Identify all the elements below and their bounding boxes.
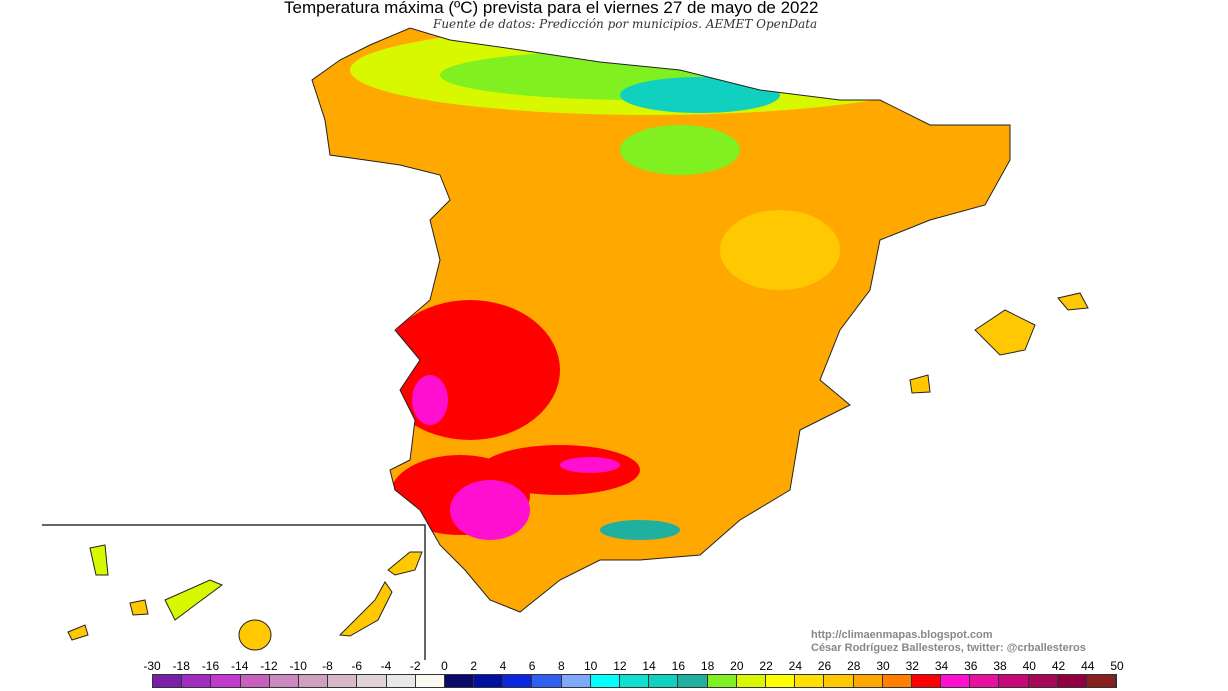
peninsula: [312, 28, 1010, 612]
legend-label: -2: [409, 659, 421, 673]
legend-label: 16: [671, 659, 686, 673]
legend-label: 8: [558, 659, 565, 673]
balearic-islands: [909, 292, 1089, 394]
legend-label: 42: [1051, 659, 1066, 673]
legend-label: -10: [289, 659, 307, 673]
color-legend: -30 -18 -16 -14 -12 -10 -8 -6 -4 -2 0 2 4 6 8 10 12 14 16 1…: [143, 659, 1124, 691]
legend-label: -18: [172, 659, 190, 673]
legend-swatch: [999, 675, 1029, 687]
legend-label: -8: [322, 659, 333, 673]
legend-label: 6: [528, 659, 536, 673]
legend-label: -30: [143, 659, 161, 673]
legend-swatch: [211, 675, 241, 687]
credits: http://climaenmapas.blogspot.com César R…: [811, 629, 1086, 655]
legend-label: 14: [642, 659, 656, 673]
legend-label: 26: [817, 659, 832, 673]
legend-label: 12: [613, 659, 627, 673]
legend-swatch: [386, 675, 416, 687]
legend-swatch: [415, 675, 445, 687]
legend-swatch: [795, 675, 825, 687]
legend-label: -12: [260, 659, 278, 673]
credits-url[interactable]: http://climaenmapas.blogspot.com: [811, 629, 993, 641]
legend-swatch: [1057, 675, 1087, 687]
legend-label: 38: [993, 659, 1007, 673]
legend-swatch: [678, 675, 708, 687]
legend-swatch: [503, 675, 533, 687]
map-title: Temperatura máxima (ºC) prevista para el…: [284, 0, 819, 17]
legend-swatch: [824, 675, 854, 687]
legend-label: 24: [788, 659, 803, 673]
legend-label: 36: [964, 659, 978, 673]
legend-label: 34: [934, 659, 949, 673]
legend-label: 2: [470, 659, 477, 673]
credits-author: César Rodríguez Ballesteros, twitter: @c…: [811, 642, 1086, 654]
legend-swatch: [1087, 675, 1117, 687]
legend-swatch: [561, 675, 591, 687]
legend-label: 18: [700, 659, 715, 673]
legend-swatch: [269, 675, 299, 687]
legend-label: 4: [499, 659, 507, 673]
legend-ticks: -30 -18 -16 -14 -12 -10 -8 -6 -4 -2 0 2 4 6 8 10 12 14 16 1…: [143, 659, 1123, 673]
legend-swatch: [649, 675, 679, 687]
legend-swatch: [707, 675, 737, 687]
legend-swatch: [532, 675, 562, 687]
legend-label: 22: [759, 659, 773, 673]
legend-label: 0: [441, 659, 448, 673]
legend-swatch: [240, 675, 270, 687]
legend-label: 20: [730, 659, 744, 673]
legend-swatch: [882, 675, 912, 687]
canary-islands-inset: [42, 524, 426, 660]
legend-swatch: [357, 675, 387, 687]
legend-label: 40: [1022, 659, 1036, 673]
legend-label: 30: [876, 659, 890, 673]
legend-swatch: [298, 675, 329, 687]
legend-swatch: [474, 675, 504, 687]
legend-label: -16: [201, 659, 220, 673]
legend-swatch: [620, 675, 650, 687]
legend-swatch: [328, 675, 358, 687]
legend-swatch: [153, 675, 183, 687]
legend-label: 50: [1110, 659, 1124, 673]
legend-label: -6: [351, 659, 363, 673]
legend-label: 32: [905, 659, 919, 673]
legend-label: 44: [1081, 659, 1095, 673]
legend-label: 10: [583, 659, 598, 673]
legend-swatch: [590, 675, 620, 687]
legend-label: 28: [847, 659, 861, 673]
legend-swatch: [765, 675, 796, 687]
legend-swatch: [941, 675, 971, 687]
legend-swatch: [970, 675, 1000, 687]
legend-label: -14: [231, 659, 249, 673]
map-subtitle: Fuente de datos: Predicción por municipi…: [433, 17, 818, 31]
legend-swatch: [736, 675, 766, 687]
legend-swatch: [182, 675, 212, 687]
legend-label: -4: [380, 659, 392, 673]
legend-swatch: [1028, 675, 1058, 687]
legend-swatch: [853, 675, 883, 687]
legend-bar: [152, 674, 1117, 688]
legend-swatch: [444, 675, 475, 687]
legend-swatch: [911, 675, 942, 687]
